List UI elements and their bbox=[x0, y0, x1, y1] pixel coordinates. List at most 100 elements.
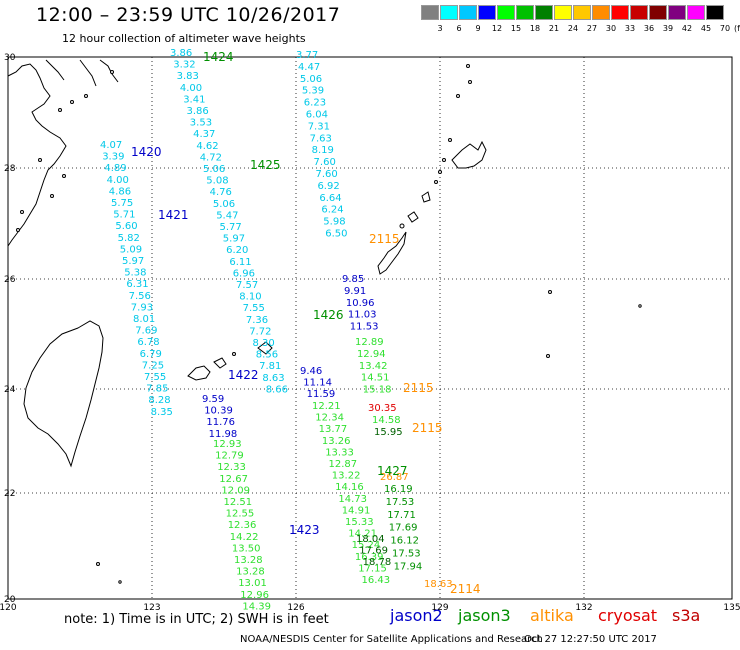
wave-height-value: 12.21 bbox=[312, 401, 341, 412]
graticule bbox=[8, 57, 732, 599]
wave-height-value: 6.23 bbox=[304, 98, 326, 109]
latitude-labels: 30 28 26 24 22 20 bbox=[4, 53, 16, 605]
wave-height-value: 3.53 bbox=[190, 118, 212, 129]
scale-swatch bbox=[554, 5, 572, 20]
scale-swatch bbox=[668, 5, 686, 20]
wave-height-value: 12.87 bbox=[329, 459, 358, 470]
wave-height-value: 13.77 bbox=[319, 424, 348, 435]
wave-height-value: 8.19 bbox=[312, 145, 334, 156]
wave-height-value: 6.50 bbox=[325, 229, 347, 240]
agency-credit: NOAA/NESDIS Center for Satellite Applica… bbox=[240, 634, 543, 645]
wave-height-value: 6.04 bbox=[306, 110, 328, 121]
scale-swatch bbox=[706, 5, 724, 20]
wave-height-value: 12.89 bbox=[355, 337, 384, 348]
wave-height-value: 15.95 bbox=[374, 427, 403, 438]
wave-height-value: 5.97 bbox=[122, 256, 144, 267]
okinawa-coastline bbox=[377, 231, 407, 275]
longitude-tick-label: 126 bbox=[287, 603, 304, 613]
latitude-tick-label: 26 bbox=[4, 275, 16, 285]
wave-height-value: 8.56 bbox=[256, 350, 278, 361]
taiwan-coastline bbox=[23, 320, 104, 468]
scale-label: 3 bbox=[437, 24, 443, 33]
satellite-legend-cryosat: cryosat bbox=[598, 606, 658, 625]
wave-height-value: 5.97 bbox=[223, 234, 245, 245]
pass-id-label: 2115 bbox=[369, 232, 400, 246]
wave-height-value: 17.71 bbox=[387, 510, 416, 521]
wave-height-value: 11.53 bbox=[350, 322, 379, 333]
wave-height-value: 7.93 bbox=[131, 302, 153, 313]
wave-height-value: 6.96 bbox=[233, 268, 255, 279]
wave-height-value: 8.66 bbox=[266, 384, 288, 395]
wave-height-value: 8.01 bbox=[133, 314, 155, 325]
wave-height-value: 9.59 bbox=[202, 394, 224, 405]
scale-unit: (ft) bbox=[733, 24, 740, 33]
pass-id-label: 2115 bbox=[403, 381, 434, 395]
wave-height-value: 10.96 bbox=[346, 298, 375, 309]
wave-height-value: 6.64 bbox=[319, 193, 341, 204]
scale-label: 24 bbox=[567, 24, 579, 33]
wave-height-value: 3.83 bbox=[177, 71, 199, 82]
wave-height-value: 11.98 bbox=[209, 429, 238, 440]
wave-height-value: 9.85 bbox=[342, 274, 364, 285]
wave-height-value: 13.42 bbox=[359, 361, 388, 372]
wave-height-value: 9.46 bbox=[300, 366, 322, 377]
wave-height-value: 7.25 bbox=[142, 360, 164, 371]
wave-height-value: 8.35 bbox=[151, 407, 173, 418]
wave-height-value: 14.51 bbox=[361, 373, 390, 384]
scale-swatch bbox=[421, 5, 439, 20]
wave-height-value: 5.09 bbox=[120, 244, 142, 255]
scale-swatch bbox=[478, 5, 496, 20]
scale-label: 30 bbox=[605, 24, 617, 33]
pass-id-label: 1420 bbox=[131, 145, 162, 159]
altimeter-tracks: 3.863.323.834.003.413.863.534.374.624.72… bbox=[100, 48, 453, 612]
wave-height-value: 13.50 bbox=[232, 543, 261, 554]
scale-label: 70 bbox=[719, 24, 731, 33]
wave-height-value: 14.22 bbox=[230, 532, 259, 543]
latitude-tick-label: 28 bbox=[4, 164, 16, 174]
wave-height-value: 5.98 bbox=[323, 217, 345, 228]
scale-swatch bbox=[630, 5, 648, 20]
china-coastline bbox=[7, 63, 67, 247]
wave-height-value: 5.71 bbox=[113, 210, 135, 221]
wave-height-value: 7.81 bbox=[259, 361, 281, 372]
wave-height-value: 6.78 bbox=[137, 337, 159, 348]
wave-height-value: 7.85 bbox=[146, 384, 168, 395]
wave-height-value: 16.19 bbox=[384, 484, 413, 495]
wave-height-value: 6.11 bbox=[229, 257, 251, 268]
wave-height-value: 12.33 bbox=[217, 462, 246, 473]
wave-height-value: 16.12 bbox=[390, 536, 419, 547]
generated-timestamp: Oct 27 12:27:50 UTC 2017 bbox=[524, 634, 657, 645]
wave-height-value: 12.36 bbox=[228, 520, 257, 531]
wave-height-value: 17.94 bbox=[394, 561, 423, 572]
wave-height-value: 5.60 bbox=[115, 221, 137, 232]
scale-label: 33 bbox=[624, 24, 636, 33]
wave-height-value: 13.28 bbox=[236, 567, 265, 578]
wave-height-value: 14.73 bbox=[338, 494, 367, 505]
wave-height-value: 13.22 bbox=[332, 471, 361, 482]
wave-height-value: 18.63 bbox=[424, 579, 453, 590]
pass-id-label: 1424 bbox=[203, 50, 234, 64]
scale-label: 45 bbox=[700, 24, 712, 33]
wave-height-value: 3.77 bbox=[296, 50, 318, 61]
scale-label: 6 bbox=[456, 24, 462, 33]
wave-height-value: 12.09 bbox=[221, 485, 250, 496]
wave-height-value: 5.06 bbox=[213, 199, 235, 210]
wave-height-value: 15.24 bbox=[352, 540, 381, 551]
wave-height-value: 5.82 bbox=[118, 233, 140, 244]
wave-height-value: 12.93 bbox=[213, 439, 242, 450]
wave-height-value: 13.01 bbox=[238, 578, 267, 589]
pass-id-label: 2114 bbox=[450, 582, 481, 596]
scale-swatch bbox=[459, 5, 477, 20]
wave-height-value: 17.53 bbox=[386, 497, 415, 508]
wave-height-value: 3.86 bbox=[170, 48, 192, 59]
wave-height-value: 12.79 bbox=[215, 451, 244, 462]
longitude-tick-label: 132 bbox=[575, 603, 592, 613]
latitude-tick-label: 24 bbox=[4, 385, 16, 395]
wave-height-value: 13.28 bbox=[234, 555, 263, 566]
pass-labels: 1424 1420 1425 1421 2115 1426 1422 2115 2115 1427… bbox=[131, 50, 481, 596]
wave-height-value: 12.34 bbox=[315, 413, 344, 424]
wave-height-value: 8.28 bbox=[148, 395, 170, 406]
wave-height-value: 15.18 bbox=[363, 385, 392, 396]
wave-height-value: 5.06 bbox=[203, 164, 225, 175]
